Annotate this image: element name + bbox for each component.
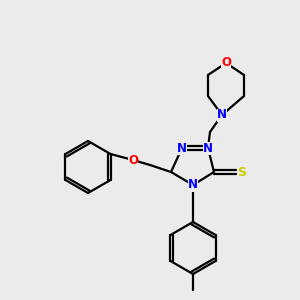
Text: N: N (177, 142, 187, 154)
Text: O: O (221, 56, 231, 70)
Text: N: N (188, 178, 198, 191)
Text: N: N (203, 142, 213, 154)
Text: O: O (128, 154, 138, 166)
Text: S: S (238, 166, 247, 178)
Text: N: N (217, 109, 227, 122)
